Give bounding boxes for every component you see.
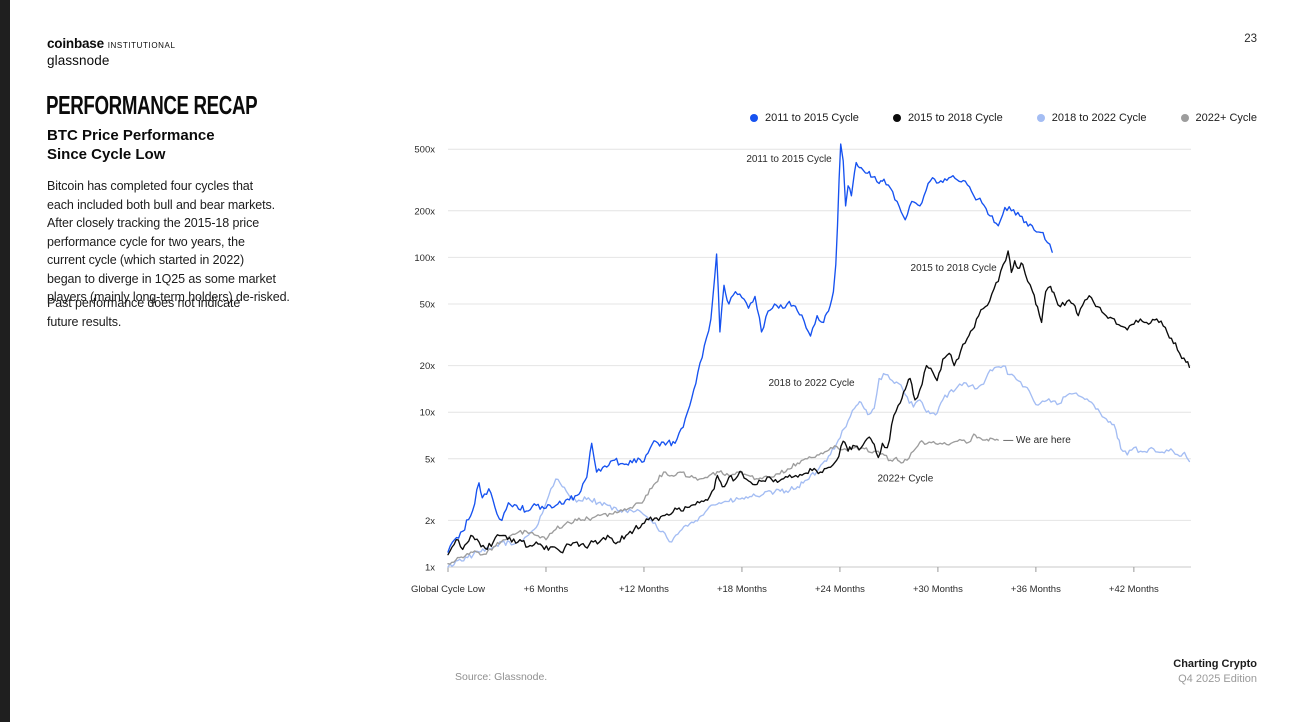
chart-annotation: 2015 to 2018 Cycle	[911, 263, 998, 274]
commentary-paragraph: Bitcoin has completed four cycles that e…	[47, 179, 290, 304]
x-axis-tick-label: +12 Months	[619, 584, 669, 595]
legend-label-2011-2015: 2011 to 2015 Cycle	[764, 112, 859, 124]
y-axis-tick-label: 100x	[414, 253, 435, 264]
legend-label-2022plus: 2022+ Cycle	[1195, 112, 1257, 124]
chart-title: BTC Price Performance Since Cycle Low	[47, 127, 215, 163]
chart-annotation: 2011 to 2015 Cycle	[746, 154, 832, 165]
y-axis-tick-label: 5x	[425, 454, 435, 465]
legend-dot-2022plus	[1180, 114, 1189, 122]
brand-coinbase: coinbase	[47, 36, 104, 51]
legend-item-2011-2015: 2011 to 2015 Cycle	[749, 112, 859, 124]
disclaimer-paragraph: Past performance does not indicate futur…	[47, 296, 241, 329]
brand-institutional: INSTITUTIONAL	[107, 41, 176, 50]
y-axis-tick-label: 500x	[414, 145, 435, 156]
brand-glassnode: glassnode	[47, 53, 110, 68]
x-axis-tick-label: Global Cycle Low	[411, 584, 485, 595]
cycle-chart-svg: 500x 200x 100x 50x 20x 10x 5x 2x 1x Global Cycle …	[411, 143, 1192, 595]
chart-legend: 2011 to 2015 Cycle 2015 to 2018 Cycle 20…	[749, 112, 1257, 124]
publication-block: Charting Crypto Q4 2025 Edition	[1173, 657, 1257, 686]
publication-title: Charting Crypto	[1173, 658, 1257, 670]
page-number: 23	[1244, 33, 1257, 45]
legend-dot-2018-2022	[1036, 114, 1045, 122]
legend-item-2018-2022: 2018 to 2022 Cycle	[1036, 112, 1147, 124]
legend-label-2015-2018: 2015 to 2018 Cycle	[907, 112, 1003, 124]
x-axis-tick-label: +42 Months	[1109, 584, 1159, 595]
series-line-2011-to-2015-cycle	[447, 143, 1053, 553]
x-axis-tick-label: +6 Months	[524, 584, 569, 595]
legend-label-2018-2022: 2018 to 2022 Cycle	[1051, 112, 1147, 124]
y-axis-tick-label: 1x	[425, 563, 435, 574]
brand-logo: coinbase INSTITUTIONAL glassnode	[47, 36, 176, 68]
chart-annotation: 2018 to 2022 Cycle	[768, 378, 855, 389]
x-axis-tick-label: +24 Months	[815, 584, 865, 595]
left-edge-bar	[0, 0, 10, 722]
legend-dot-2015-2018	[892, 114, 901, 122]
series-line-2022+-cycle	[447, 433, 999, 565]
chart-annotation: — We are here	[1003, 435, 1071, 446]
x-axis-tick-label: +30 Months	[913, 584, 963, 595]
series-line-2018-to-2022-cycle	[447, 365, 1191, 568]
chart: 500x 200x 100x 50x 20x 10x 5x 2x 1x Global Cycle …	[395, 130, 1210, 610]
y-axis-tick-label: 50x	[420, 299, 436, 310]
y-axis-tick-label: 20x	[420, 361, 436, 372]
x-axis-tick-label: +18 Months	[717, 584, 767, 595]
x-axis-tick-label: +36 Months	[1011, 584, 1061, 595]
chart-annotation: 2022+ Cycle	[877, 473, 933, 484]
publication-edition: Q4 2025 Edition	[1178, 672, 1257, 685]
legend-dot-2011-2015	[749, 114, 758, 122]
source-note: Source: Glassnode.	[455, 671, 548, 683]
series-line-2015-to-2018-cycle	[447, 250, 1191, 556]
y-axis-tick-label: 200x	[414, 206, 435, 217]
y-axis-tick-label: 2x	[425, 516, 435, 527]
section-kicker: PERFORMANCE RECAP	[46, 90, 258, 120]
legend-item-2022plus: 2022+ Cycle	[1180, 112, 1257, 124]
legend-item-2015-2018: 2015 to 2018 Cycle	[892, 112, 1003, 124]
y-axis-tick-label: 10x	[420, 408, 436, 419]
